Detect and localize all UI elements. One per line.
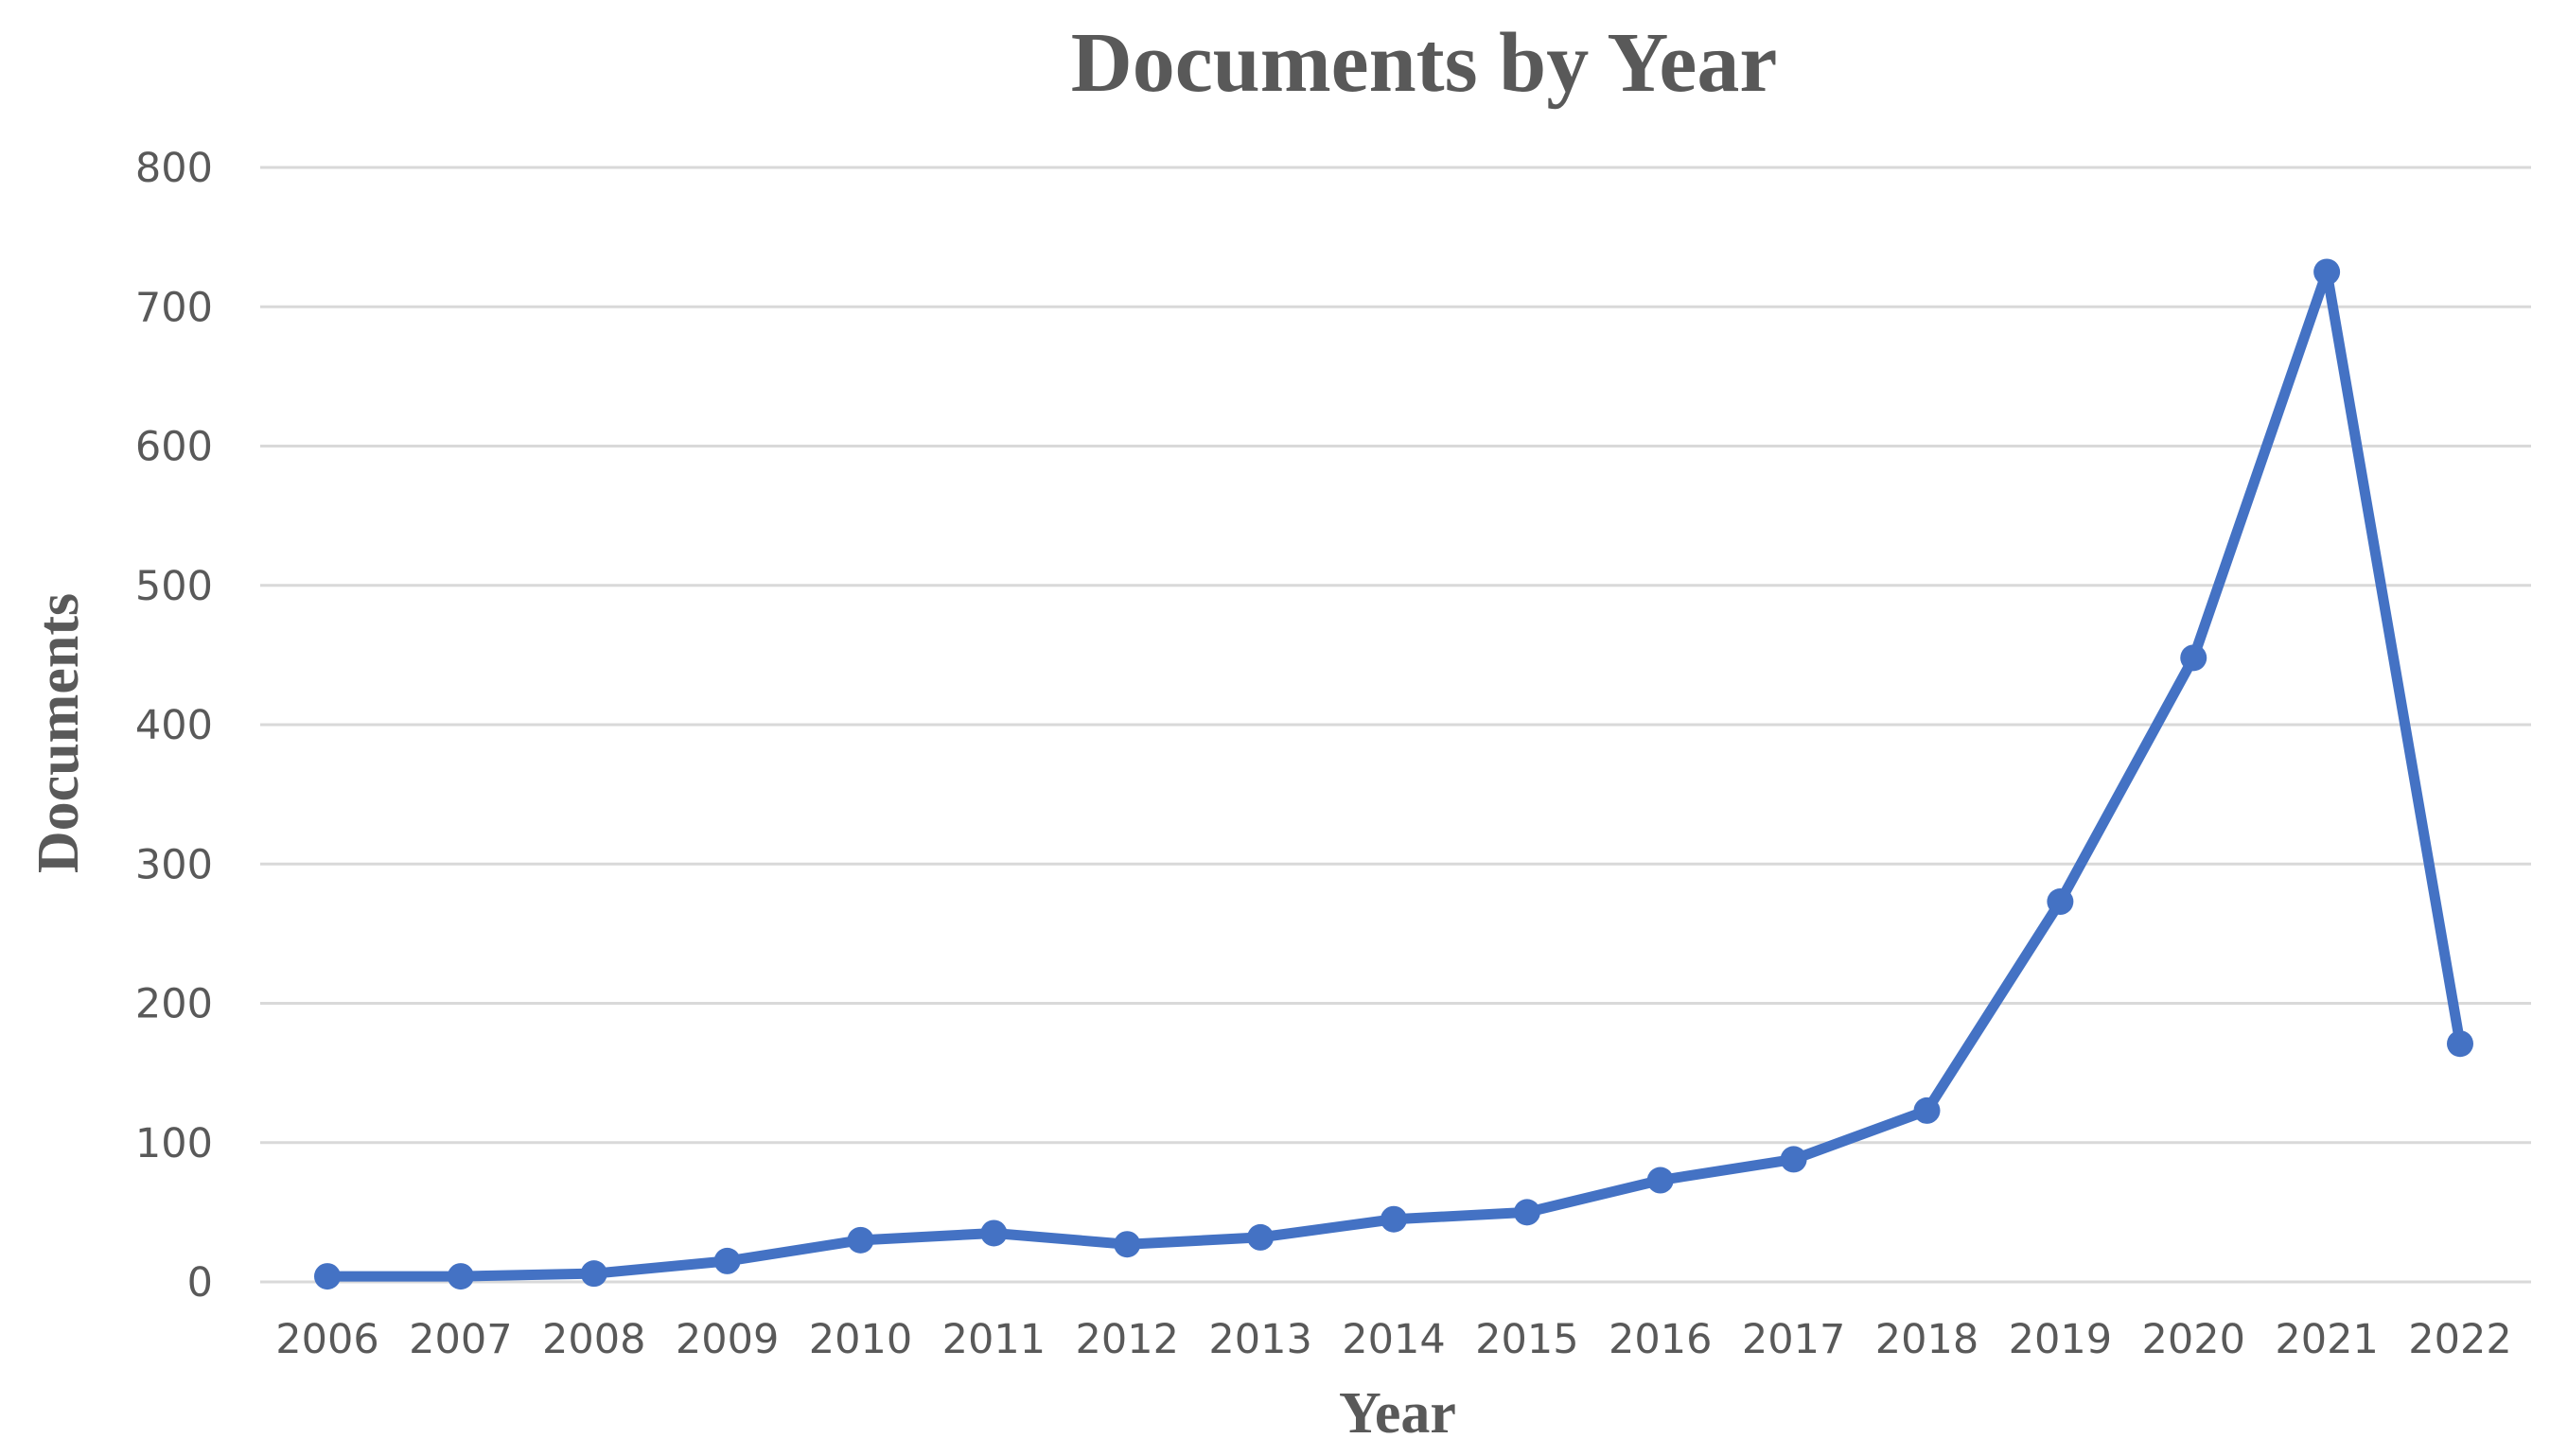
series-line (322, 266, 2466, 1282)
x-tick-label: 2009 (676, 1316, 779, 1363)
y-tick-label: 600 (135, 424, 213, 471)
data-point (447, 1263, 474, 1290)
x-tick-label: 2021 (2275, 1316, 2378, 1363)
y-tick-label: 500 (135, 563, 213, 610)
data-point (580, 1260, 607, 1288)
y-tick-label: 200 (135, 981, 213, 1028)
data-point (1913, 1096, 1941, 1124)
y-tick-label: 0 (187, 1259, 213, 1307)
x-tick-label: 2016 (1609, 1316, 1712, 1363)
data-point (713, 1247, 741, 1274)
data-point (2047, 888, 2074, 916)
data-point (1513, 1199, 1540, 1226)
x-tick-label: 2020 (2142, 1316, 2245, 1363)
x-tick-label: 2019 (2009, 1316, 2112, 1363)
chart-title: Documents by Year (1071, 16, 1778, 110)
gridlines (260, 166, 2531, 1284)
x-tick-label: 2007 (409, 1316, 512, 1363)
y-tick-label: 700 (135, 284, 213, 331)
data-point (314, 1263, 341, 1290)
x-axis-title: Year (1339, 1381, 1456, 1446)
x-tick-label: 2010 (809, 1316, 912, 1363)
x-tick-label: 2013 (1208, 1316, 1311, 1363)
data-point (1114, 1231, 1141, 1258)
data-point (2447, 1030, 2473, 1058)
y-axis-title: Documents (26, 593, 91, 873)
x-axis-ticks: 2006 2007 2008 2009 2010 2011 2012 2013 2014 2015… (275, 1316, 2511, 1363)
y-tick-label: 800 (135, 145, 213, 192)
data-point (847, 1226, 874, 1254)
y-tick-label: 300 (135, 841, 213, 888)
x-tick-label: 2018 (1875, 1316, 1978, 1363)
data-point (980, 1219, 1008, 1247)
data-point (2313, 258, 2341, 286)
data-point (1646, 1167, 1674, 1194)
data-point (1381, 1205, 1407, 1233)
series-layer (314, 258, 2473, 1290)
x-tick-label: 2022 (2408, 1316, 2511, 1363)
data-point (1780, 1146, 1807, 1173)
x-tick-label: 2012 (1076, 1316, 1179, 1363)
y-axis-ticks: 0 100 200 300 400 500 600 700 800 (135, 145, 213, 1307)
y-tick-label: 400 (135, 702, 213, 749)
y-tick-label: 100 (135, 1120, 213, 1167)
data-point (2180, 644, 2207, 672)
x-tick-label: 2008 (542, 1316, 645, 1363)
x-tick-label: 2014 (1342, 1316, 1445, 1363)
x-tick-label: 2017 (1742, 1316, 1845, 1363)
x-tick-label: 2006 (275, 1316, 378, 1363)
data-point (1247, 1223, 1275, 1251)
x-tick-label: 2015 (1475, 1316, 1578, 1363)
x-tick-label: 2011 (942, 1316, 1046, 1363)
